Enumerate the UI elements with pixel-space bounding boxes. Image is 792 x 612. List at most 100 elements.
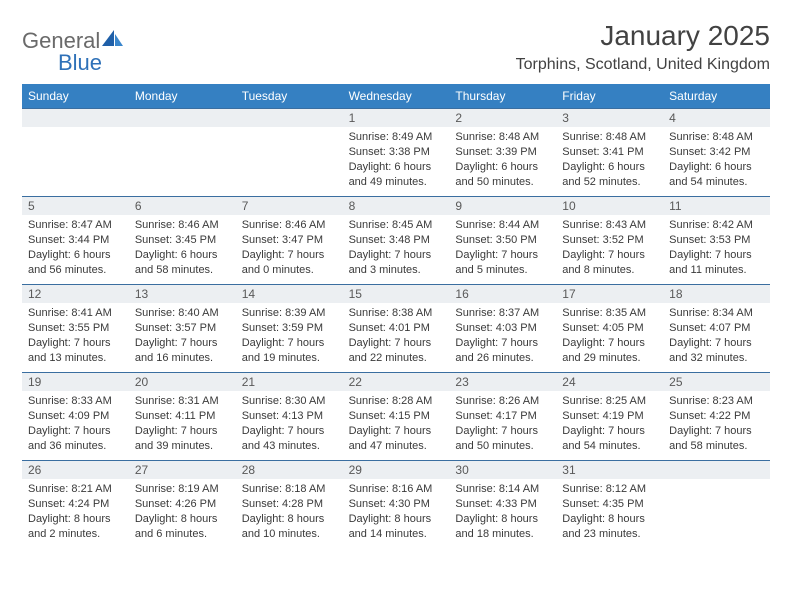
title-block: January 2025 Torphins, Scotland, United … — [516, 20, 770, 74]
daylight-line: Daylight: 7 hours and 22 minutes. — [349, 336, 444, 366]
calendar-cell: 29Sunrise: 8:16 AMSunset: 4:30 PMDayligh… — [343, 460, 450, 548]
page-header: General Blue January 2025 Torphins, Scot… — [22, 20, 770, 76]
sunset-line: Sunset: 4:33 PM — [455, 497, 550, 512]
daylight-line: Daylight: 7 hours and 8 minutes. — [562, 248, 657, 278]
daylight-line: Daylight: 8 hours and 14 minutes. — [349, 512, 444, 542]
sunrise-line: Sunrise: 8:45 AM — [349, 218, 444, 233]
weekday-label: Saturday — [663, 84, 770, 108]
day-details: Sunrise: 8:18 AMSunset: 4:28 PMDaylight:… — [236, 479, 343, 547]
day-details: Sunrise: 8:31 AMSunset: 4:11 PMDaylight:… — [129, 391, 236, 459]
calendar-cell: 27Sunrise: 8:19 AMSunset: 4:26 PMDayligh… — [129, 460, 236, 548]
calendar-cell: 5Sunrise: 8:47 AMSunset: 3:44 PMDaylight… — [22, 196, 129, 284]
calendar-cell: 2Sunrise: 8:48 AMSunset: 3:39 PMDaylight… — [449, 108, 556, 196]
day-number: 23 — [449, 373, 556, 391]
daylight-line: Daylight: 6 hours and 49 minutes. — [349, 160, 444, 190]
month-title: January 2025 — [516, 20, 770, 52]
day-number: 28 — [236, 461, 343, 479]
sunrise-line: Sunrise: 8:46 AM — [242, 218, 337, 233]
weekday-label: Monday — [129, 84, 236, 108]
day-number: 1 — [343, 109, 450, 127]
sunrise-line: Sunrise: 8:14 AM — [455, 482, 550, 497]
sunrise-line: Sunrise: 8:38 AM — [349, 306, 444, 321]
daylight-line: Daylight: 7 hours and 5 minutes. — [455, 248, 550, 278]
day-details: Sunrise: 8:16 AMSunset: 4:30 PMDaylight:… — [343, 479, 450, 547]
daylight-line: Daylight: 7 hours and 0 minutes. — [242, 248, 337, 278]
sunset-line: Sunset: 3:55 PM — [28, 321, 123, 336]
calendar-cell: 8Sunrise: 8:45 AMSunset: 3:48 PMDaylight… — [343, 196, 450, 284]
day-number: 20 — [129, 373, 236, 391]
day-details: Sunrise: 8:35 AMSunset: 4:05 PMDaylight:… — [556, 303, 663, 371]
sunset-line: Sunset: 3:53 PM — [669, 233, 764, 248]
calendar-cell — [129, 108, 236, 196]
day-number: 22 — [343, 373, 450, 391]
calendar-cell: 25Sunrise: 8:23 AMSunset: 4:22 PMDayligh… — [663, 372, 770, 460]
sunrise-line: Sunrise: 8:26 AM — [455, 394, 550, 409]
daylight-line: Daylight: 8 hours and 18 minutes. — [455, 512, 550, 542]
daylight-line: Daylight: 7 hours and 19 minutes. — [242, 336, 337, 366]
daylight-line: Daylight: 7 hours and 43 minutes. — [242, 424, 337, 454]
location-subtitle: Torphins, Scotland, United Kingdom — [516, 56, 770, 74]
day-details: Sunrise: 8:19 AMSunset: 4:26 PMDaylight:… — [129, 479, 236, 547]
weekday-header: SundayMondayTuesdayWednesdayThursdayFrid… — [22, 84, 770, 108]
day-details: Sunrise: 8:25 AMSunset: 4:19 PMDaylight:… — [556, 391, 663, 459]
calendar-cell: 30Sunrise: 8:14 AMSunset: 4:33 PMDayligh… — [449, 460, 556, 548]
day-details: Sunrise: 8:44 AMSunset: 3:50 PMDaylight:… — [449, 215, 556, 283]
daylight-line: Daylight: 6 hours and 58 minutes. — [135, 248, 230, 278]
day-details: Sunrise: 8:40 AMSunset: 3:57 PMDaylight:… — [129, 303, 236, 371]
daylight-line: Daylight: 6 hours and 56 minutes. — [28, 248, 123, 278]
daylight-line: Daylight: 8 hours and 10 minutes. — [242, 512, 337, 542]
sunset-line: Sunset: 4:22 PM — [669, 409, 764, 424]
daylight-line: Daylight: 8 hours and 2 minutes. — [28, 512, 123, 542]
daylight-line: Daylight: 7 hours and 58 minutes. — [669, 424, 764, 454]
sunrise-line: Sunrise: 8:30 AM — [242, 394, 337, 409]
calendar-cell: 28Sunrise: 8:18 AMSunset: 4:28 PMDayligh… — [236, 460, 343, 548]
calendar-cell: 3Sunrise: 8:48 AMSunset: 3:41 PMDaylight… — [556, 108, 663, 196]
sunset-line: Sunset: 3:45 PM — [135, 233, 230, 248]
sunset-line: Sunset: 4:17 PM — [455, 409, 550, 424]
sunrise-line: Sunrise: 8:49 AM — [349, 130, 444, 145]
calendar-cell: 31Sunrise: 8:12 AMSunset: 4:35 PMDayligh… — [556, 460, 663, 548]
sunrise-line: Sunrise: 8:23 AM — [669, 394, 764, 409]
sunset-line: Sunset: 4:05 PM — [562, 321, 657, 336]
sunset-line: Sunset: 4:24 PM — [28, 497, 123, 512]
day-details: Sunrise: 8:37 AMSunset: 4:03 PMDaylight:… — [449, 303, 556, 371]
daylight-line: Daylight: 7 hours and 47 minutes. — [349, 424, 444, 454]
sunset-line: Sunset: 4:13 PM — [242, 409, 337, 424]
day-details: Sunrise: 8:14 AMSunset: 4:33 PMDaylight:… — [449, 479, 556, 547]
day-details: Sunrise: 8:30 AMSunset: 4:13 PMDaylight:… — [236, 391, 343, 459]
day-details: Sunrise: 8:46 AMSunset: 3:45 PMDaylight:… — [129, 215, 236, 283]
sunrise-line: Sunrise: 8:34 AM — [669, 306, 764, 321]
sunset-line: Sunset: 4:30 PM — [349, 497, 444, 512]
calendar-cell: 15Sunrise: 8:38 AMSunset: 4:01 PMDayligh… — [343, 284, 450, 372]
sunset-line: Sunset: 4:19 PM — [562, 409, 657, 424]
sunrise-line: Sunrise: 8:48 AM — [669, 130, 764, 145]
sunrise-line: Sunrise: 8:28 AM — [349, 394, 444, 409]
day-details: Sunrise: 8:12 AMSunset: 4:35 PMDaylight:… — [556, 479, 663, 547]
sunrise-line: Sunrise: 8:43 AM — [562, 218, 657, 233]
daylight-line: Daylight: 8 hours and 23 minutes. — [562, 512, 657, 542]
sunrise-line: Sunrise: 8:37 AM — [455, 306, 550, 321]
sunset-line: Sunset: 4:09 PM — [28, 409, 123, 424]
daylight-line: Daylight: 7 hours and 3 minutes. — [349, 248, 444, 278]
day-number: 5 — [22, 197, 129, 215]
day-details: Sunrise: 8:26 AMSunset: 4:17 PMDaylight:… — [449, 391, 556, 459]
daylight-line: Daylight: 6 hours and 50 minutes. — [455, 160, 550, 190]
calendar-cell: 16Sunrise: 8:37 AMSunset: 4:03 PMDayligh… — [449, 284, 556, 372]
daylight-line: Daylight: 7 hours and 54 minutes. — [562, 424, 657, 454]
weekday-label: Friday — [556, 84, 663, 108]
weekday-label: Wednesday — [343, 84, 450, 108]
day-number: 14 — [236, 285, 343, 303]
day-number: 17 — [556, 285, 663, 303]
sunset-line: Sunset: 3:59 PM — [242, 321, 337, 336]
day-number: 11 — [663, 197, 770, 215]
sunset-line: Sunset: 4:26 PM — [135, 497, 230, 512]
sunset-line: Sunset: 3:39 PM — [455, 145, 550, 160]
brand-logo: General Blue — [22, 28, 124, 76]
brand-part2: Blue — [58, 50, 124, 76]
sunrise-line: Sunrise: 8:44 AM — [455, 218, 550, 233]
day-number: 4 — [663, 109, 770, 127]
daylight-line: Daylight: 6 hours and 52 minutes. — [562, 160, 657, 190]
sunset-line: Sunset: 3:38 PM — [349, 145, 444, 160]
sunset-line: Sunset: 3:57 PM — [135, 321, 230, 336]
day-details: Sunrise: 8:39 AMSunset: 3:59 PMDaylight:… — [236, 303, 343, 371]
